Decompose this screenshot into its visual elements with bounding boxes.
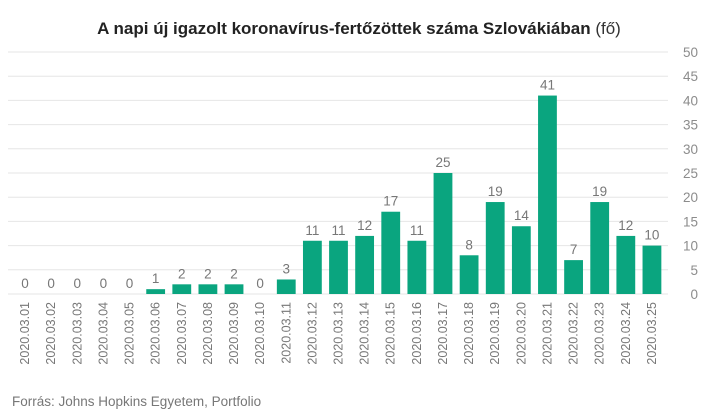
bar [538, 95, 557, 294]
data-label: 0 [47, 276, 55, 291]
data-label: 19 [488, 184, 503, 199]
bar [485, 202, 505, 294]
chart-title-main: A napi új igazolt koronavírus-fertőzötte… [97, 19, 591, 38]
bar [642, 245, 662, 294]
bar [276, 279, 296, 294]
y-tick-label: 35 [683, 118, 698, 133]
chart-title: A napi új igazolt koronavírus-fertőzötte… [0, 19, 718, 39]
y-tick-label: 45 [683, 69, 698, 84]
x-tick-label: 2020.03.17 [436, 302, 450, 365]
x-tick-label: 2020.03.16 [410, 302, 424, 365]
bar [355, 235, 375, 294]
x-tick-label: 2020.03.11 [279, 302, 293, 364]
chart-source: Forrás: Johns Hopkins Egyetem, Portfolio [12, 394, 262, 409]
y-tick-label: 5 [690, 263, 698, 278]
y-tick-label: 15 [683, 214, 698, 229]
data-label: 0 [74, 276, 82, 291]
data-label: 19 [592, 184, 607, 199]
x-tick-label: 2020.03.01 [18, 302, 32, 365]
data-label: 12 [357, 218, 372, 233]
data-label: 2 [204, 266, 212, 281]
data-label: 41 [540, 78, 555, 93]
bar [146, 289, 166, 294]
data-label: 17 [383, 194, 398, 209]
x-tick-label: 2020.03.15 [384, 302, 398, 365]
data-label: 12 [618, 218, 633, 233]
x-tick-label: 2020.03.20 [514, 302, 528, 365]
bar [459, 255, 479, 294]
data-label: 8 [465, 237, 473, 252]
data-label: 7 [570, 242, 578, 257]
x-tick-label: 2020.03.07 [175, 302, 189, 365]
data-label: 25 [435, 155, 450, 170]
data-label: 0 [100, 276, 108, 291]
x-tick-label: 2020.03.06 [149, 302, 163, 365]
y-axis-ticks: 0 5 10 15 20 25 30 35 40 45 50 [683, 45, 698, 302]
x-tick-label: 2020.03.05 [123, 302, 137, 365]
data-label: 11 [410, 223, 424, 238]
data-label: 11 [331, 223, 345, 238]
x-tick-label: 2020.03.13 [332, 302, 346, 365]
x-tick-label: 2020.03.18 [462, 302, 476, 365]
bars [146, 95, 662, 294]
x-tick-label: 2020.03.09 [227, 302, 241, 365]
y-tick-label: 50 [683, 45, 698, 60]
data-label: 0 [21, 276, 29, 291]
data-label: 10 [644, 228, 659, 243]
data-label: 3 [283, 261, 291, 276]
x-tick-label: 2020.03.04 [96, 302, 110, 365]
x-tick-label: 2020.03.23 [593, 302, 607, 365]
bar [381, 211, 401, 294]
x-tick-label: 2020.03.12 [305, 302, 319, 365]
x-tick-label: 2020.03.25 [645, 302, 659, 365]
y-tick-label: 25 [683, 166, 698, 181]
bar [172, 284, 192, 294]
bar [224, 284, 244, 294]
data-label: 2 [230, 266, 238, 281]
x-tick-label: 2020.03.08 [201, 302, 215, 365]
y-tick-label: 0 [690, 287, 698, 302]
bar [407, 240, 427, 294]
chart-title-unit: (fő) [595, 19, 621, 38]
bar [564, 260, 583, 294]
data-label: 11 [305, 223, 319, 238]
grid-lines [8, 51, 668, 295]
y-tick-label: 10 [683, 239, 698, 254]
bar [198, 284, 218, 294]
data-label: 14 [514, 208, 530, 223]
bar [433, 173, 453, 294]
y-tick-label: 30 [683, 142, 698, 157]
y-tick-label: 40 [683, 93, 698, 108]
x-tick-label: 2020.03.02 [44, 302, 58, 365]
data-label: 2 [178, 266, 186, 281]
x-tick-label: 2020.03.24 [619, 302, 633, 365]
bar [590, 202, 610, 294]
x-axis-ticks: 2020.03.01 2020.03.02 2020.03.03 2020.03.04… [18, 302, 659, 365]
bar [616, 235, 636, 294]
data-label: 0 [126, 276, 134, 291]
x-tick-label: 2020.03.21 [540, 302, 554, 365]
bar [511, 226, 531, 294]
data-label: 1 [152, 271, 160, 286]
bar [302, 240, 322, 294]
data-label: 0 [256, 276, 264, 291]
bar [329, 240, 348, 294]
x-tick-label: 2020.03.10 [253, 302, 267, 365]
y-tick-label: 20 [683, 190, 698, 205]
x-tick-label: 2020.03.14 [358, 302, 372, 365]
x-tick-label: 2020.03.19 [488, 302, 502, 365]
x-tick-label: 2020.03.03 [70, 302, 84, 365]
x-tick-label: 2020.03.22 [567, 302, 581, 365]
